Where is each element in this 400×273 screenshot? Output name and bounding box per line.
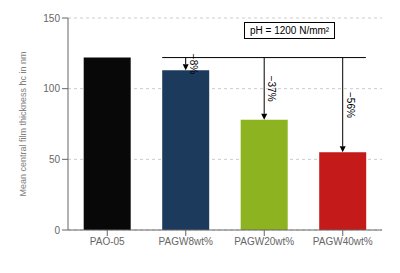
- svg-text:Mean central film thickness h̄: Mean central film thickness h̄c in nm: [18, 51, 28, 196]
- svg-text:0: 0: [54, 225, 60, 236]
- svg-text:PAGW8wt%: PAGW8wt%: [159, 236, 213, 247]
- svg-text:PAO-05: PAO-05: [90, 236, 125, 247]
- svg-text:PAGW40wt%: PAGW40wt%: [313, 236, 373, 247]
- svg-text:50: 50: [49, 154, 61, 165]
- html-text:pH = 1200 N/mm²: pH = 1200 N/mm²: [250, 25, 330, 36]
- svg-text:−8%: −8%: [188, 54, 199, 74]
- svg-text:−56%: −56%: [345, 92, 356, 118]
- svg-text:100: 100: [43, 83, 60, 94]
- svg-text:150: 150: [43, 13, 60, 24]
- svg-text:−37%: −37%: [266, 76, 277, 102]
- svg-text:PAGW20wt%: PAGW20wt%: [234, 236, 294, 247]
